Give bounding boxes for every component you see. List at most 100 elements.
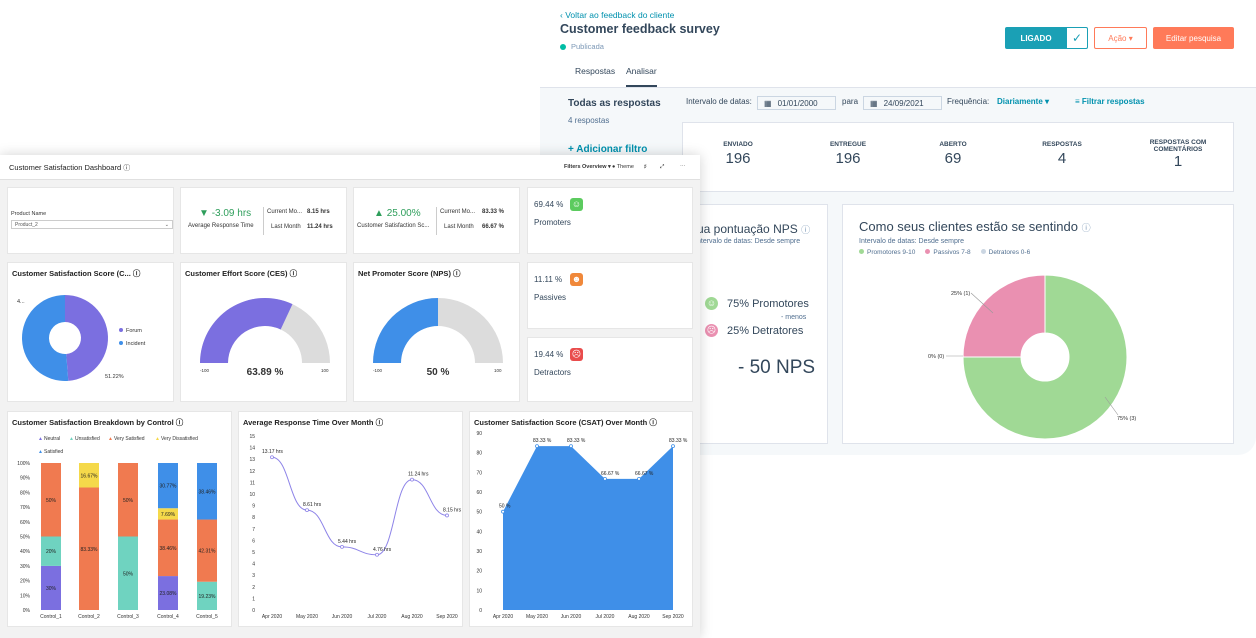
y-tick-label: 60 (476, 490, 482, 496)
x-tick-label: Aug 2020 (628, 614, 650, 620)
data-point (375, 552, 379, 557)
y-tick-label: 70 (476, 470, 482, 476)
data-label: 66.67 % (601, 471, 620, 477)
legend-label: Promotores 9-10 (867, 249, 916, 256)
editar-pesquisa-button[interactable]: Editar pesquisa (1153, 27, 1234, 49)
filters-overview-button[interactable]: Filters Overview ▾ (564, 164, 611, 170)
back-link[interactable]: ‹ Voltar ao feedback do cliente (560, 10, 675, 20)
frequency-dropdown[interactable]: Diariamente ▾ (997, 97, 1050, 106)
add-filter-link[interactable]: + Adicionar filtro (568, 144, 648, 155)
x-tick-label: Apr 2020 (262, 614, 283, 620)
legend-marker: ▲ (38, 436, 43, 442)
product-filter-label: Product Name (11, 211, 47, 217)
fullscreen-icon[interactable]: ⤢ (660, 164, 665, 170)
csat-donut-title-text: Customer Satisfaction Score (C... (12, 269, 131, 278)
acao-dropdown-button[interactable]: Ação ▾ (1094, 27, 1147, 49)
info-icon: ⓘ (132, 269, 141, 278)
legend-label: Satisfied (44, 449, 63, 455)
legend-item-detratores: Detratores 0-6 (980, 249, 1030, 256)
legend-label: Very Satisfied (114, 436, 145, 442)
bar-segment (79, 463, 99, 488)
tab-analisar[interactable]: Analisar (626, 66, 657, 87)
survey-tabs: Respostas Analisar (540, 60, 1256, 88)
feel-donut-chart: 25% (1) 0% (0) 75% (3) (928, 274, 1136, 440)
dashboard-window: Customer Satisfaction Dashboard ⓘ Filter… (0, 155, 700, 638)
y-tick-label: 20 (476, 569, 482, 575)
y-tick-label: 20% (20, 579, 31, 585)
smile-icon: ☺ (570, 198, 583, 211)
chevron-down-icon: ⌄ (164, 222, 169, 228)
y-tick-label: 10% (20, 593, 31, 599)
theme-button[interactable]: ● Theme (612, 164, 634, 170)
passives-label: Passives (534, 293, 567, 302)
frown-icon: ☹ (570, 348, 583, 361)
kpi-name: Average Response Time (188, 223, 254, 229)
dashboard-title-text: Customer Satisfaction Dashboard (9, 163, 122, 172)
kpi-delta-value: -3.09 hrs (211, 208, 252, 219)
product-select[interactable]: Product_2 ⌄ (11, 220, 173, 229)
kpi-name: Customer Satisfaction Sc... (357, 223, 430, 229)
y-tick-label: 9 (252, 504, 255, 510)
gauge-fill (373, 298, 438, 363)
neutral-face-icon: ☻ (570, 273, 583, 286)
data-label: 83.33 % (567, 438, 586, 444)
data-point (671, 444, 675, 449)
y-tick-label: 100% (17, 461, 30, 467)
product-filter-panel: Product Name Product_2 ⌄ (7, 187, 174, 254)
data-label: 38.46% (160, 546, 178, 552)
legend-label: Neutral (44, 436, 60, 442)
bar-segment (197, 463, 217, 520)
data-point (501, 509, 505, 514)
slice-label-incident: 51.22% (105, 374, 124, 380)
gauge-min-label: -100 (373, 368, 383, 373)
ces-gauge-title: Customer Effort Score (CES) ⓘ (185, 268, 297, 279)
data-label: 20% (46, 549, 57, 555)
kpi-divider (436, 207, 437, 235)
y-tick-label: 2 (252, 585, 255, 591)
date-range-label: Intervalo de datas: (686, 97, 752, 106)
filters-overview-label: Filters Overview (564, 164, 607, 170)
stat-value: 1 (1173, 153, 1183, 170)
share-icon[interactable]: ♯ (644, 164, 647, 170)
x-tick-label: Aug 2020 (401, 614, 423, 620)
date-to-input[interactable]: ▦ 24/09/2021 (863, 96, 942, 110)
stat-value: 196 (725, 150, 751, 167)
x-tick-label: Sep 2020 (662, 614, 684, 620)
data-point (270, 455, 274, 460)
ligado-toggle-button[interactable]: LIGADO (1005, 27, 1067, 49)
x-tick-label: Jun 2020 (332, 614, 353, 620)
data-label: 11.24 hrs (408, 472, 429, 478)
y-tick-label: 1 (252, 596, 255, 602)
stat-value: 196 (835, 150, 861, 167)
product-select-value: Product_2 (15, 222, 38, 228)
x-tick-label: Control_1 (40, 614, 62, 620)
data-label: 4.76 hrs (373, 547, 392, 553)
tab-respostas[interactable]: Respostas (575, 66, 616, 76)
promoters-tile: 69.44 % ☺ Promoters (527, 187, 693, 254)
data-point (569, 444, 573, 449)
status-badge: Publicada (560, 42, 604, 51)
check-icon[interactable]: ✓ (1066, 27, 1088, 49)
legend-label: Unsatisfied (75, 436, 100, 442)
data-point (410, 477, 414, 482)
y-tick-label: 0 (252, 608, 255, 614)
filter-responses-link[interactable]: ≡ Filtrar respostas (1075, 97, 1145, 106)
x-tick-label: May 2020 (526, 614, 548, 620)
stat-value: 4 (1057, 150, 1067, 167)
y-tick-label: 30 (476, 549, 482, 555)
y-tick-label: 0 (479, 608, 482, 614)
bar-segment (158, 508, 178, 520)
nps-gauge-chart: -100 100 50 % (373, 298, 503, 378)
more-icon[interactable]: ⋯ (680, 164, 686, 170)
donut-slice-incident (21, 295, 69, 381)
gauge-max-label: 100 (494, 368, 502, 373)
data-label: 38.46% (199, 489, 217, 495)
data-label: 50% (123, 498, 134, 504)
data-label: 30.77% (160, 484, 178, 490)
detractors-label: Detractors (534, 368, 571, 377)
status-text: Publicada (571, 42, 604, 51)
art-title: Average Response Time Over Month ⓘ (243, 417, 383, 428)
data-point (340, 544, 344, 549)
data-label: 83.33% (81, 547, 99, 553)
date-from-input[interactable]: ▦ 01/01/2000 (757, 96, 836, 110)
